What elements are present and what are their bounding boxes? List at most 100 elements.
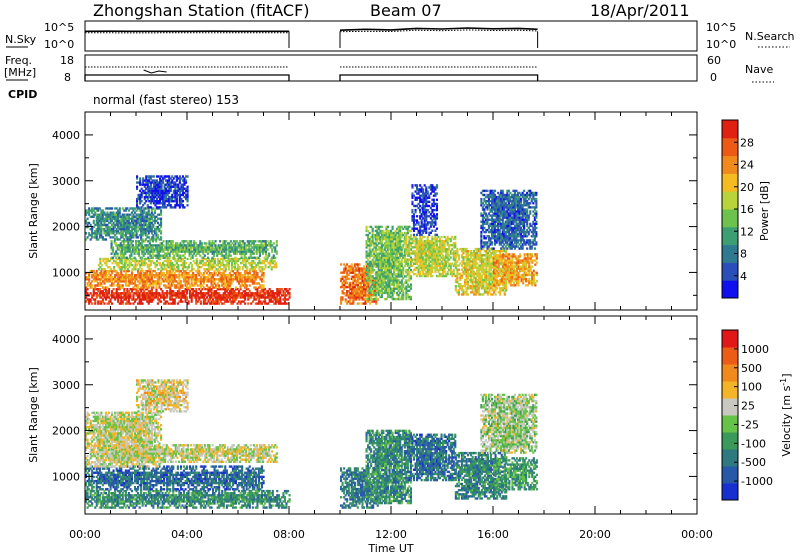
power-cell	[237, 259, 240, 263]
power-cell	[209, 259, 212, 263]
power-cell	[198, 280, 201, 283]
power-cell	[147, 278, 150, 281]
power-cell	[209, 246, 213, 249]
power-cell	[363, 298, 366, 301]
power-cell	[256, 274, 259, 277]
power-cell	[186, 204, 189, 207]
power-cell	[212, 298, 215, 301]
power-cell	[153, 248, 156, 251]
power-cell	[358, 271, 361, 274]
power-cell	[149, 284, 152, 287]
power-cell	[103, 221, 106, 225]
power-cell	[220, 250, 223, 253]
power-cell	[178, 276, 181, 279]
power-cell	[89, 292, 92, 295]
power-cell	[168, 261, 171, 265]
power-cell	[145, 187, 148, 190]
power-cell	[222, 254, 225, 257]
power-cell	[124, 248, 127, 251]
power-cell	[128, 240, 132, 243]
power-cell	[122, 248, 125, 251]
power-cell	[216, 248, 219, 251]
power-cell	[264, 296, 267, 299]
power-cell	[150, 254, 153, 257]
power-cell	[258, 261, 261, 265]
power-cell	[155, 202, 159, 205]
power-cell	[100, 302, 103, 305]
power-cell	[391, 295, 394, 299]
power-cell	[95, 276, 98, 279]
power-cell	[251, 242, 254, 245]
power-cell	[159, 242, 162, 245]
power-cell	[181, 191, 185, 195]
power-cell	[121, 219, 124, 223]
power-cell	[144, 207, 147, 210]
power-cell	[140, 257, 143, 261]
power-cell	[268, 288, 271, 291]
power-cell	[138, 272, 141, 275]
power-cell	[147, 223, 150, 227]
power-cell	[186, 175, 189, 178]
power-cell	[225, 274, 228, 277]
power-cell	[363, 269, 366, 272]
power-cell	[86, 298, 89, 301]
power-cell	[145, 257, 148, 261]
power-cell	[214, 257, 217, 261]
power-cell	[170, 250, 173, 253]
power-cell	[197, 268, 200, 271]
power-cell	[226, 248, 229, 251]
power-cell	[223, 263, 226, 267]
power-cell	[171, 175, 174, 178]
power-cell	[425, 260, 428, 263]
power-cell	[136, 200, 139, 203]
power-cell	[154, 204, 157, 207]
power-cell	[137, 286, 140, 289]
power-cell	[361, 298, 364, 301]
power-cell	[142, 204, 145, 207]
power-cell	[266, 244, 269, 247]
power-cell	[186, 266, 189, 269]
power-cell	[143, 219, 146, 223]
power-cell	[91, 284, 94, 287]
power-cell	[359, 283, 363, 287]
power-cell	[141, 225, 144, 229]
power-cell	[223, 254, 226, 257]
power-cell	[159, 200, 162, 203]
power-cell	[198, 292, 201, 295]
power-cell	[262, 296, 265, 299]
power-cell	[118, 219, 121, 223]
power-cell	[86, 284, 89, 287]
power-cell	[181, 189, 185, 193]
power-cell	[194, 246, 197, 249]
power-cell	[256, 288, 259, 291]
power-cell	[157, 185, 160, 188]
power-cell	[91, 230, 94, 233]
power-cell	[177, 177, 180, 180]
power-cell	[151, 197, 154, 201]
power-cell	[157, 252, 161, 255]
power-cell	[144, 292, 147, 295]
power-cell	[358, 269, 361, 272]
power-cell	[117, 238, 120, 241]
power-cell	[97, 268, 100, 271]
power-cell	[249, 244, 252, 247]
power-cell	[359, 290, 363, 293]
power-cell	[166, 175, 169, 178]
power-cell	[254, 269, 257, 273]
power-cell	[149, 296, 152, 299]
power-cell	[250, 296, 253, 299]
power-cell	[186, 187, 189, 190]
power-cell	[195, 261, 198, 265]
power-cell	[236, 250, 239, 253]
power-cell	[252, 242, 255, 245]
power-cell	[140, 206, 143, 209]
power-cell	[253, 276, 256, 279]
power-cell	[121, 234, 124, 237]
power-cell	[283, 294, 287, 297]
power-cell	[184, 272, 187, 275]
power-cell	[215, 290, 218, 293]
power-cell	[213, 252, 216, 255]
power-cell	[108, 278, 111, 281]
power-cell	[347, 283, 350, 287]
power-cell	[169, 183, 172, 186]
